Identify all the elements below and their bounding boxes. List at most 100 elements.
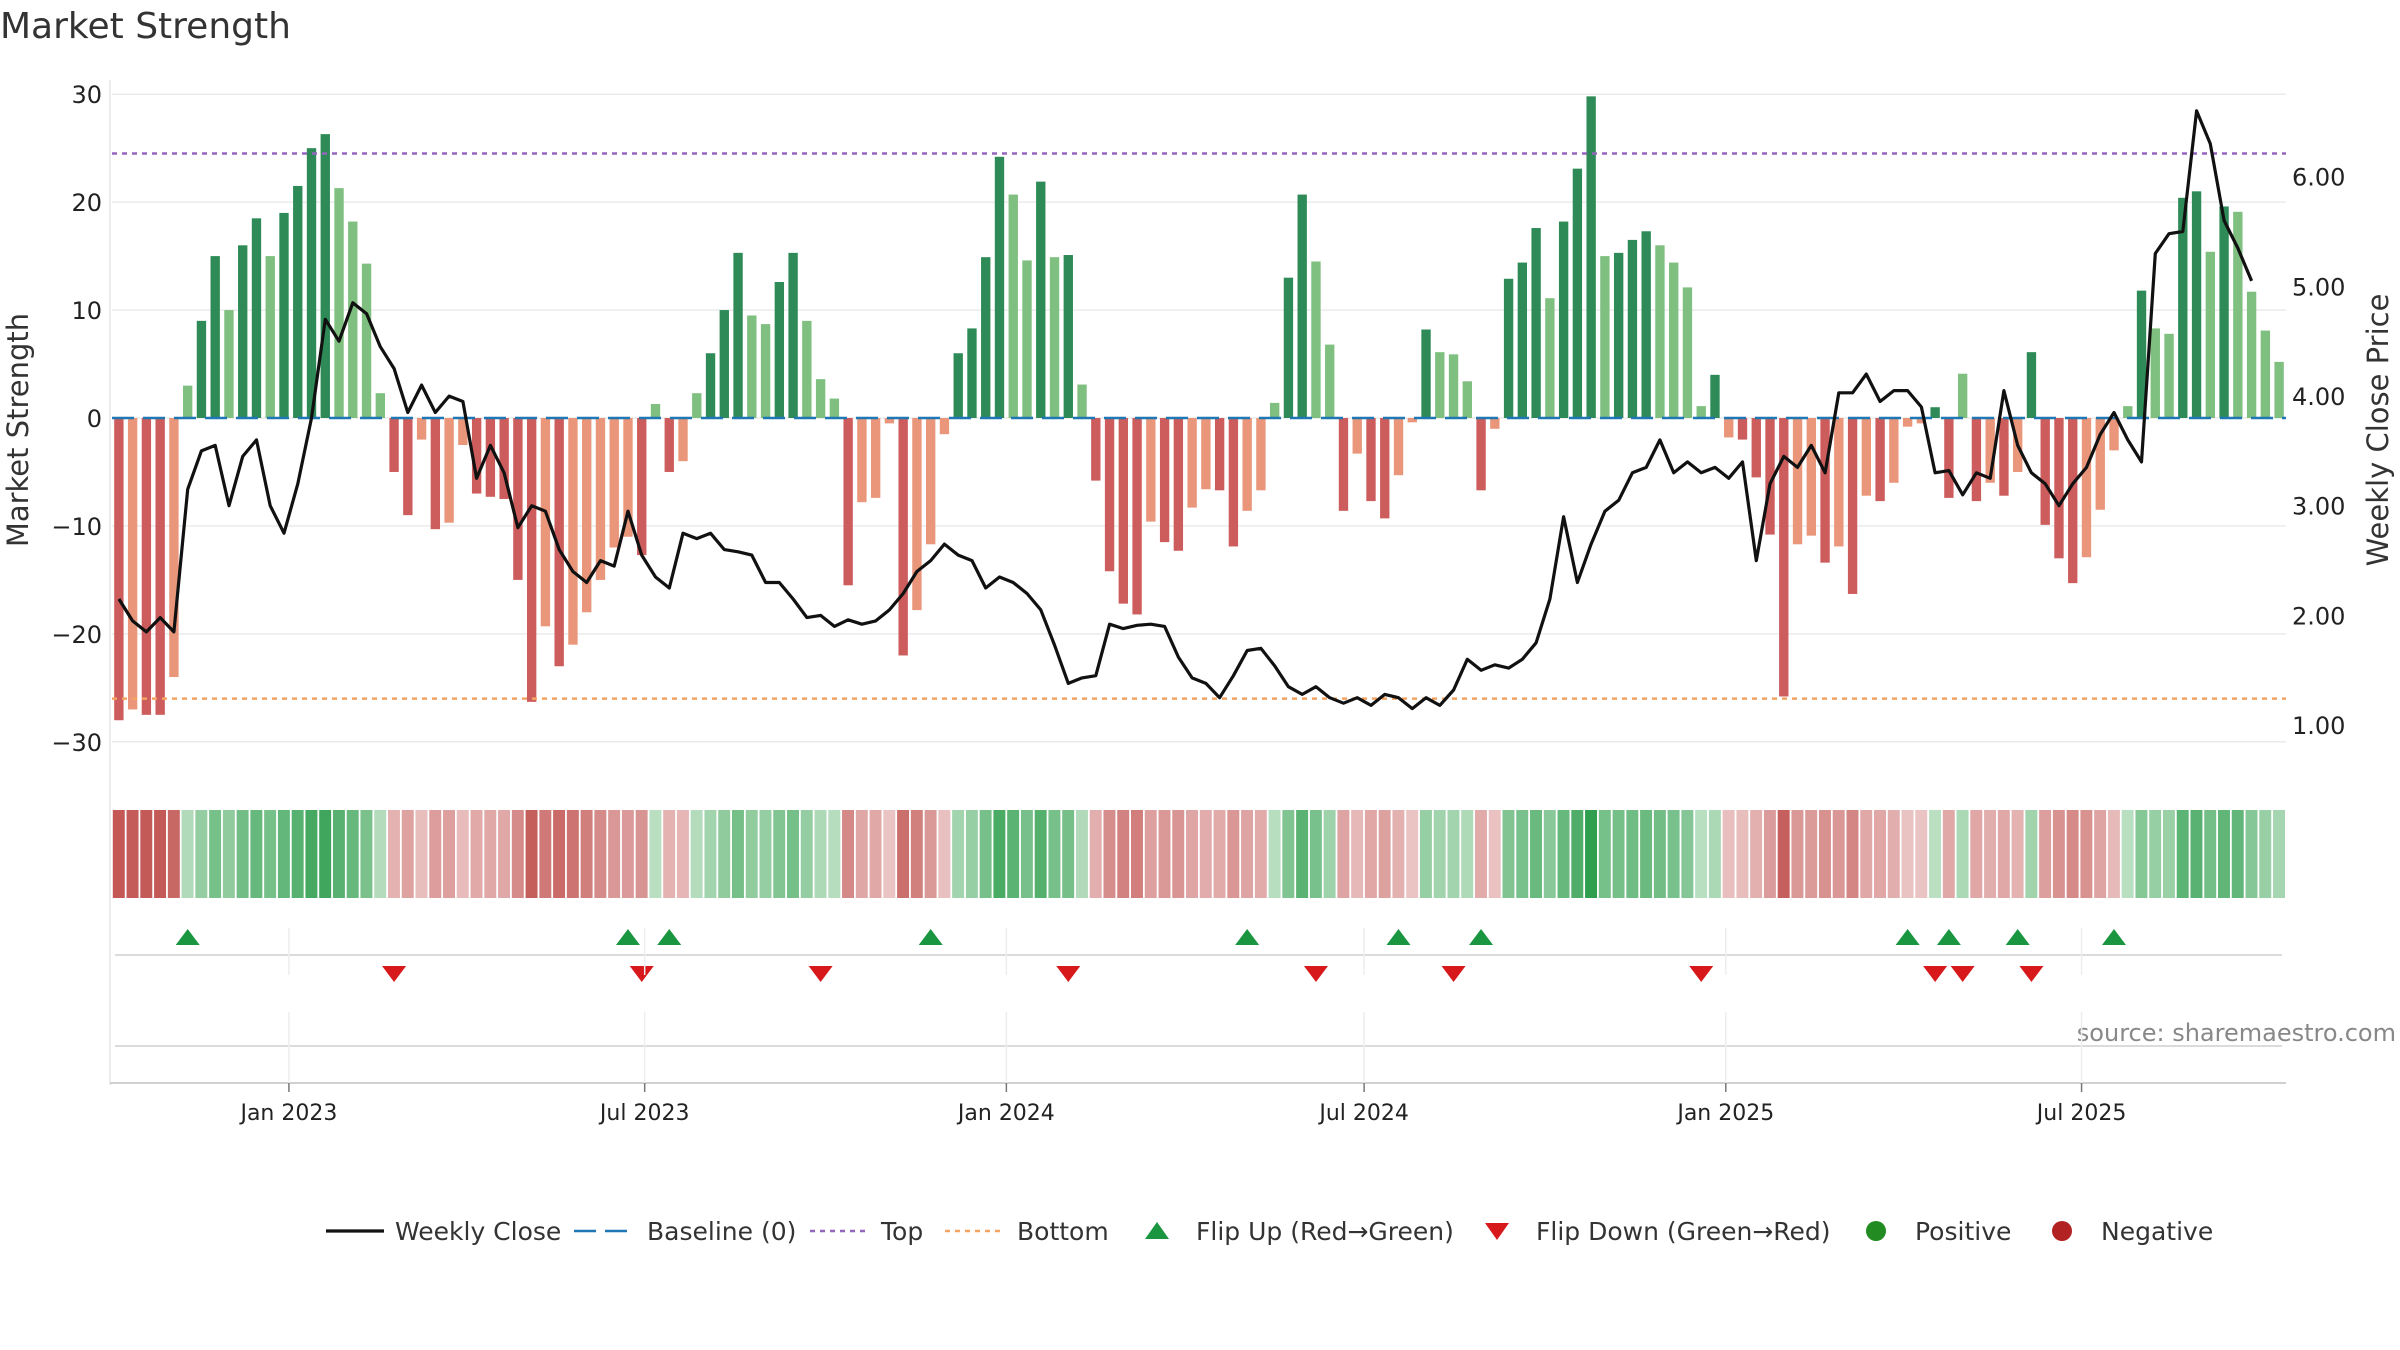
- strength-bar: [169, 418, 179, 678]
- strength-bar: [692, 393, 702, 418]
- strength-bar: [981, 257, 991, 418]
- strength-bar: [2233, 211, 2243, 418]
- heat-cell: [112, 810, 125, 898]
- heat-cell: [1186, 810, 1198, 898]
- strength-bar: [2191, 191, 2202, 418]
- strength-bar: [1861, 418, 1872, 496]
- heat-cell: [2149, 810, 2162, 898]
- strength-bar: [1531, 228, 1541, 418]
- heat-cell: [2218, 810, 2230, 898]
- heat-cell: [456, 810, 469, 898]
- strength-bar: [1297, 194, 1307, 418]
- flip-up-marker: [175, 929, 200, 945]
- strength-bar: [1242, 418, 1252, 511]
- x-tick-label: Jan 2023: [238, 1101, 337, 1126]
- flip-up-marker: [1895, 929, 1920, 945]
- strength-bar: [829, 398, 840, 418]
- heat-cell: [525, 810, 538, 898]
- strength-heat-strip: [112, 810, 2285, 898]
- heat-cell: [1846, 810, 1859, 898]
- heat-cell: [1337, 810, 1350, 898]
- heat-cell: [319, 810, 332, 898]
- heat-cell: [704, 810, 717, 898]
- heat-cell: [264, 810, 277, 898]
- strength-bar: [1820, 418, 1830, 563]
- heat-cell: [484, 810, 497, 898]
- heat-cell: [1860, 810, 1873, 898]
- weekly-close-line: [117, 109, 2254, 711]
- legend-top-label: Top: [880, 1217, 923, 1246]
- strength-bar: [1545, 298, 1555, 418]
- strength-bar: [1338, 418, 1349, 511]
- heat-cell: [195, 810, 208, 898]
- heat-cell: [759, 810, 772, 898]
- y-tick-label: 10: [71, 297, 102, 325]
- heat-cell: [965, 810, 978, 898]
- strength-bar: [760, 324, 771, 418]
- heat-cell: [1378, 810, 1391, 898]
- legend-negative-swatch: [2052, 1221, 2072, 1241]
- strength-bar: [926, 418, 936, 545]
- heat-cell: [1254, 810, 1267, 898]
- strength-bar: [747, 315, 757, 418]
- heat-cell: [332, 810, 345, 898]
- heat-cell: [2259, 810, 2272, 898]
- strength-bar: [1476, 418, 1486, 491]
- heat-cell: [443, 810, 455, 898]
- heat-cell: [1447, 810, 1460, 898]
- strength-bar: [2095, 418, 2105, 510]
- strength-bar: [2068, 418, 2078, 584]
- heat-cell: [1158, 810, 1171, 898]
- heat-cell: [1887, 810, 1900, 898]
- flip-down-marker: [808, 966, 833, 982]
- heat-cell: [897, 810, 910, 898]
- heat-cell: [1915, 810, 1928, 898]
- strength-bar: [1930, 407, 1940, 418]
- heat-cell: [1213, 810, 1226, 898]
- heat-cell: [2107, 810, 2120, 898]
- heat-cell: [2176, 810, 2189, 898]
- strength-bar: [1132, 418, 1142, 615]
- heat-cell: [1392, 810, 1405, 898]
- heat-cell: [1020, 810, 1033, 898]
- x-tick-label: Jan 2025: [1675, 1101, 1774, 1126]
- strength-bar: [1902, 418, 1913, 427]
- strength-bar: [582, 418, 592, 613]
- strength-bar: [1022, 260, 1032, 418]
- heat-cell: [1502, 810, 1515, 898]
- heat-cell: [731, 810, 744, 898]
- heat-cell: [2094, 810, 2107, 898]
- strength-bar: [1352, 418, 1362, 454]
- heat-cell: [1708, 810, 1721, 898]
- strength-bar: [1779, 418, 1789, 697]
- strength-bar: [251, 218, 262, 418]
- heat-cell: [924, 810, 937, 898]
- heat-cell: [250, 810, 263, 898]
- heat-cell: [1763, 810, 1776, 898]
- heat-cell: [1984, 810, 1997, 898]
- x-tick-label: Jan 2024: [956, 1101, 1055, 1126]
- heat-cell: [1144, 810, 1157, 898]
- heat-cell: [429, 810, 442, 898]
- heat-cell: [346, 810, 359, 898]
- strength-bar: [609, 418, 619, 548]
- legend: Weekly Close Baseline (0) Top Bottom Flip Up…: [326, 1217, 2213, 1246]
- y-tick-label: 20: [71, 189, 102, 217]
- y2-tick-label: 3.00: [2292, 493, 2345, 521]
- strength-bar: [1957, 373, 1968, 418]
- heat-cell: [1997, 810, 2010, 898]
- strength-bar: [513, 418, 523, 580]
- heat-cell: [2204, 810, 2217, 898]
- heat-cell: [2273, 810, 2285, 898]
- heat-cell: [676, 810, 689, 898]
- heat-cell: [1199, 810, 1212, 898]
- strength-bar: [788, 252, 798, 418]
- x-axis: Jan 2023 Jul 2023 Jan 2024 Jul 2024 Jan 2025…: [110, 928, 2286, 1126]
- heat-cell: [539, 810, 552, 898]
- heat-cell: [1543, 810, 1556, 898]
- strength-bar: [1091, 418, 1101, 481]
- strength-bar: [1366, 418, 1376, 502]
- strength-bar: [1517, 262, 1528, 418]
- heat-cell: [1970, 810, 1983, 898]
- flip-down-marker: [1923, 966, 1948, 982]
